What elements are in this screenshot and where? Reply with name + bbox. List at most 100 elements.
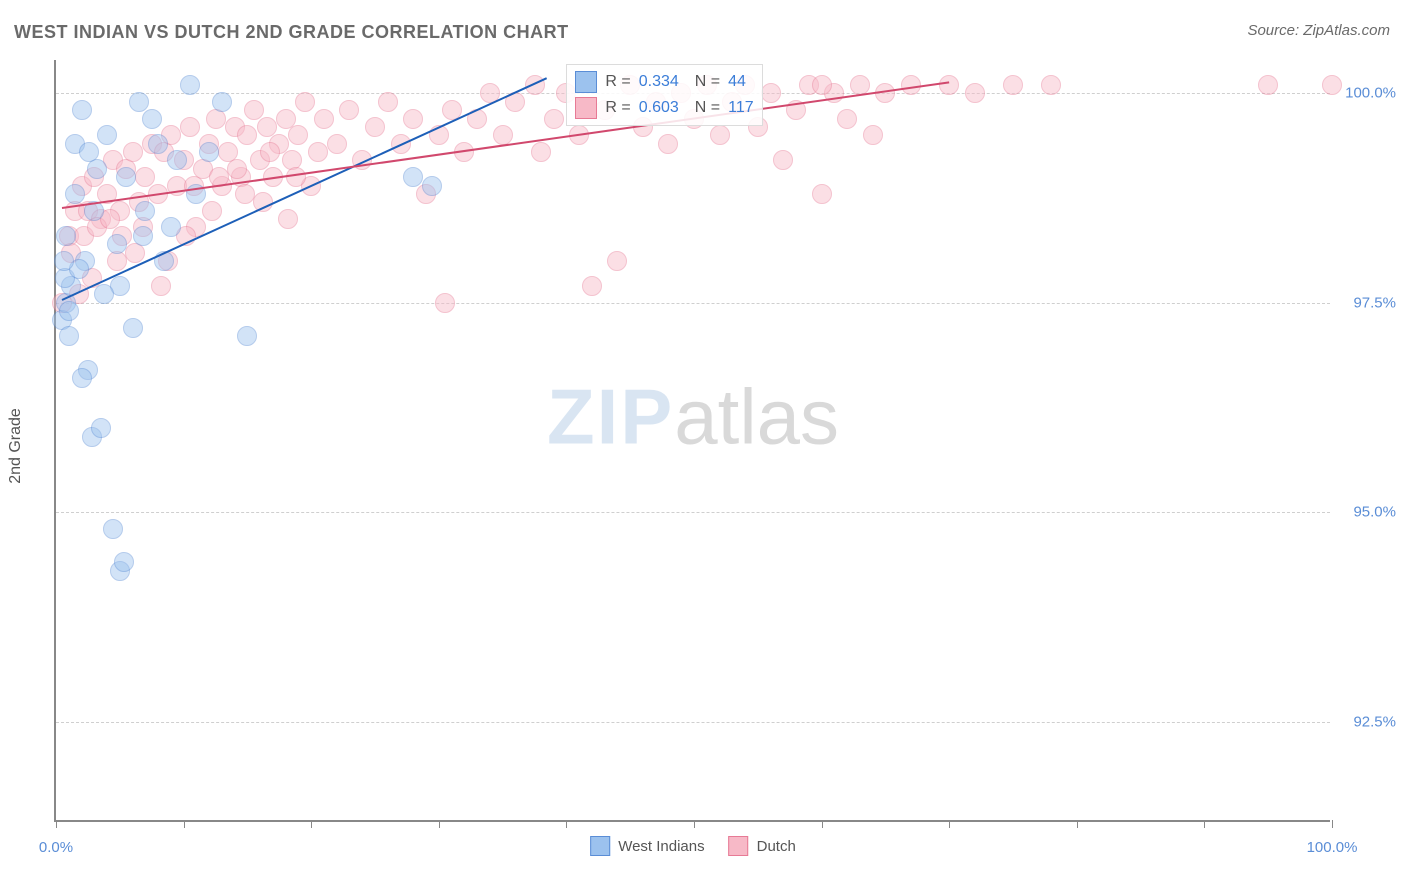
scatter-point-west_indians xyxy=(65,184,85,204)
scatter-point-dutch xyxy=(365,117,385,137)
scatter-point-dutch xyxy=(1322,75,1342,95)
stats-box: R = 0.334 N = 44 R = 0.603 N = 117 xyxy=(566,64,762,126)
stats-n-label: N = xyxy=(695,73,720,91)
scatter-point-dutch xyxy=(123,142,143,162)
scatter-point-dutch xyxy=(812,184,832,204)
scatter-point-dutch xyxy=(295,92,315,112)
scatter-point-west_indians xyxy=(72,100,92,120)
scatter-point-dutch xyxy=(493,125,513,145)
legend-swatch xyxy=(729,836,749,856)
scatter-point-dutch xyxy=(260,142,280,162)
scatter-point-dutch xyxy=(151,276,171,296)
stats-n-value: 117 xyxy=(728,99,754,117)
scatter-point-dutch xyxy=(227,159,247,179)
scatter-point-west_indians xyxy=(54,251,74,271)
stats-n-label: N = xyxy=(695,99,720,117)
scatter-point-west_indians xyxy=(142,109,162,129)
scatter-point-dutch xyxy=(875,83,895,103)
scatter-point-dutch xyxy=(378,92,398,112)
x-tick xyxy=(439,820,440,828)
scatter-point-west_indians xyxy=(161,217,181,237)
scatter-point-west_indians xyxy=(107,234,127,254)
scatter-point-west_indians xyxy=(403,167,423,187)
scatter-point-dutch xyxy=(863,125,883,145)
scatter-point-dutch xyxy=(582,276,602,296)
scatter-point-west_indians xyxy=(135,201,155,221)
scatter-point-west_indians xyxy=(56,226,76,246)
y-tick-label: 92.5% xyxy=(1353,713,1396,730)
stats-n-value: 44 xyxy=(728,73,746,91)
x-tick xyxy=(566,820,567,828)
y-tick-label: 95.0% xyxy=(1353,504,1396,521)
scatter-point-west_indians xyxy=(422,176,442,196)
scatter-point-dutch xyxy=(1258,75,1278,95)
y-tick-label: 100.0% xyxy=(1345,85,1396,102)
scatter-point-west_indians xyxy=(148,134,168,154)
scatter-point-west_indians xyxy=(180,75,200,95)
x-tick-label: 100.0% xyxy=(1307,839,1358,856)
scatter-point-dutch xyxy=(308,142,328,162)
scatter-point-dutch xyxy=(1003,75,1023,95)
scatter-point-dutch xyxy=(710,125,730,145)
gridline xyxy=(56,512,1330,513)
watermark-atlas: atlas xyxy=(674,373,839,461)
stats-r-value: 0.603 xyxy=(639,99,679,117)
scatter-point-dutch xyxy=(339,100,359,120)
scatter-point-west_indians xyxy=(59,326,79,346)
scatter-point-dutch xyxy=(288,125,308,145)
scatter-point-dutch xyxy=(286,167,306,187)
scatter-point-west_indians xyxy=(167,150,187,170)
y-tick-label: 97.5% xyxy=(1353,294,1396,311)
x-tick xyxy=(694,820,695,828)
stats-row-dutch: R = 0.603 N = 117 xyxy=(575,95,753,121)
scatter-point-dutch xyxy=(658,134,678,154)
scatter-point-west_indians xyxy=(72,368,92,388)
scatter-point-dutch xyxy=(812,75,832,95)
chart-title: WEST INDIAN VS DUTCH 2ND GRADE CORRELATI… xyxy=(14,22,569,43)
scatter-point-dutch xyxy=(314,109,334,129)
x-tick xyxy=(184,820,185,828)
gridline xyxy=(56,303,1330,304)
scatter-point-dutch xyxy=(327,134,347,154)
x-tick xyxy=(822,820,823,828)
gridline xyxy=(56,722,1330,723)
stats-r-label: R = xyxy=(605,73,630,91)
legend-label: West Indians xyxy=(618,838,704,855)
x-tick xyxy=(1077,820,1078,828)
legend: West Indians Dutch xyxy=(590,836,796,856)
scatter-point-west_indians xyxy=(103,519,123,539)
scatter-point-west_indians xyxy=(212,92,232,112)
watermark-zip: ZIP xyxy=(547,373,674,461)
stats-r-label: R = xyxy=(605,99,630,117)
scatter-point-dutch xyxy=(939,75,959,95)
scatter-point-dutch xyxy=(544,109,564,129)
scatter-point-dutch xyxy=(435,293,455,313)
x-tick xyxy=(1332,820,1333,828)
legend-item-west_indians: West Indians xyxy=(590,836,704,856)
scatter-point-dutch xyxy=(607,251,627,271)
x-tick-label: 0.0% xyxy=(39,839,73,856)
scatter-point-dutch xyxy=(761,83,781,103)
scatter-point-west_indians xyxy=(59,301,79,321)
scatter-point-west_indians xyxy=(79,142,99,162)
scatter-point-west_indians xyxy=(237,326,257,346)
scatter-point-west_indians xyxy=(94,284,114,304)
scatter-point-dutch xyxy=(965,83,985,103)
stats-swatch xyxy=(575,71,597,93)
legend-swatch xyxy=(590,836,610,856)
legend-label: Dutch xyxy=(757,838,796,855)
x-tick xyxy=(311,820,312,828)
scatter-point-west_indians xyxy=(91,418,111,438)
scatter-point-dutch xyxy=(403,109,423,129)
scatter-point-dutch xyxy=(202,201,222,221)
stats-r-value: 0.334 xyxy=(639,73,679,91)
scatter-point-dutch xyxy=(278,209,298,229)
watermark: ZIPatlas xyxy=(547,372,839,463)
scatter-point-dutch xyxy=(773,150,793,170)
scatter-point-west_indians xyxy=(123,318,143,338)
scatter-point-dutch xyxy=(237,125,257,145)
stats-row-west_indians: R = 0.334 N = 44 xyxy=(575,69,753,95)
scatter-point-west_indians xyxy=(133,226,153,246)
x-tick xyxy=(56,820,57,828)
x-tick xyxy=(949,820,950,828)
